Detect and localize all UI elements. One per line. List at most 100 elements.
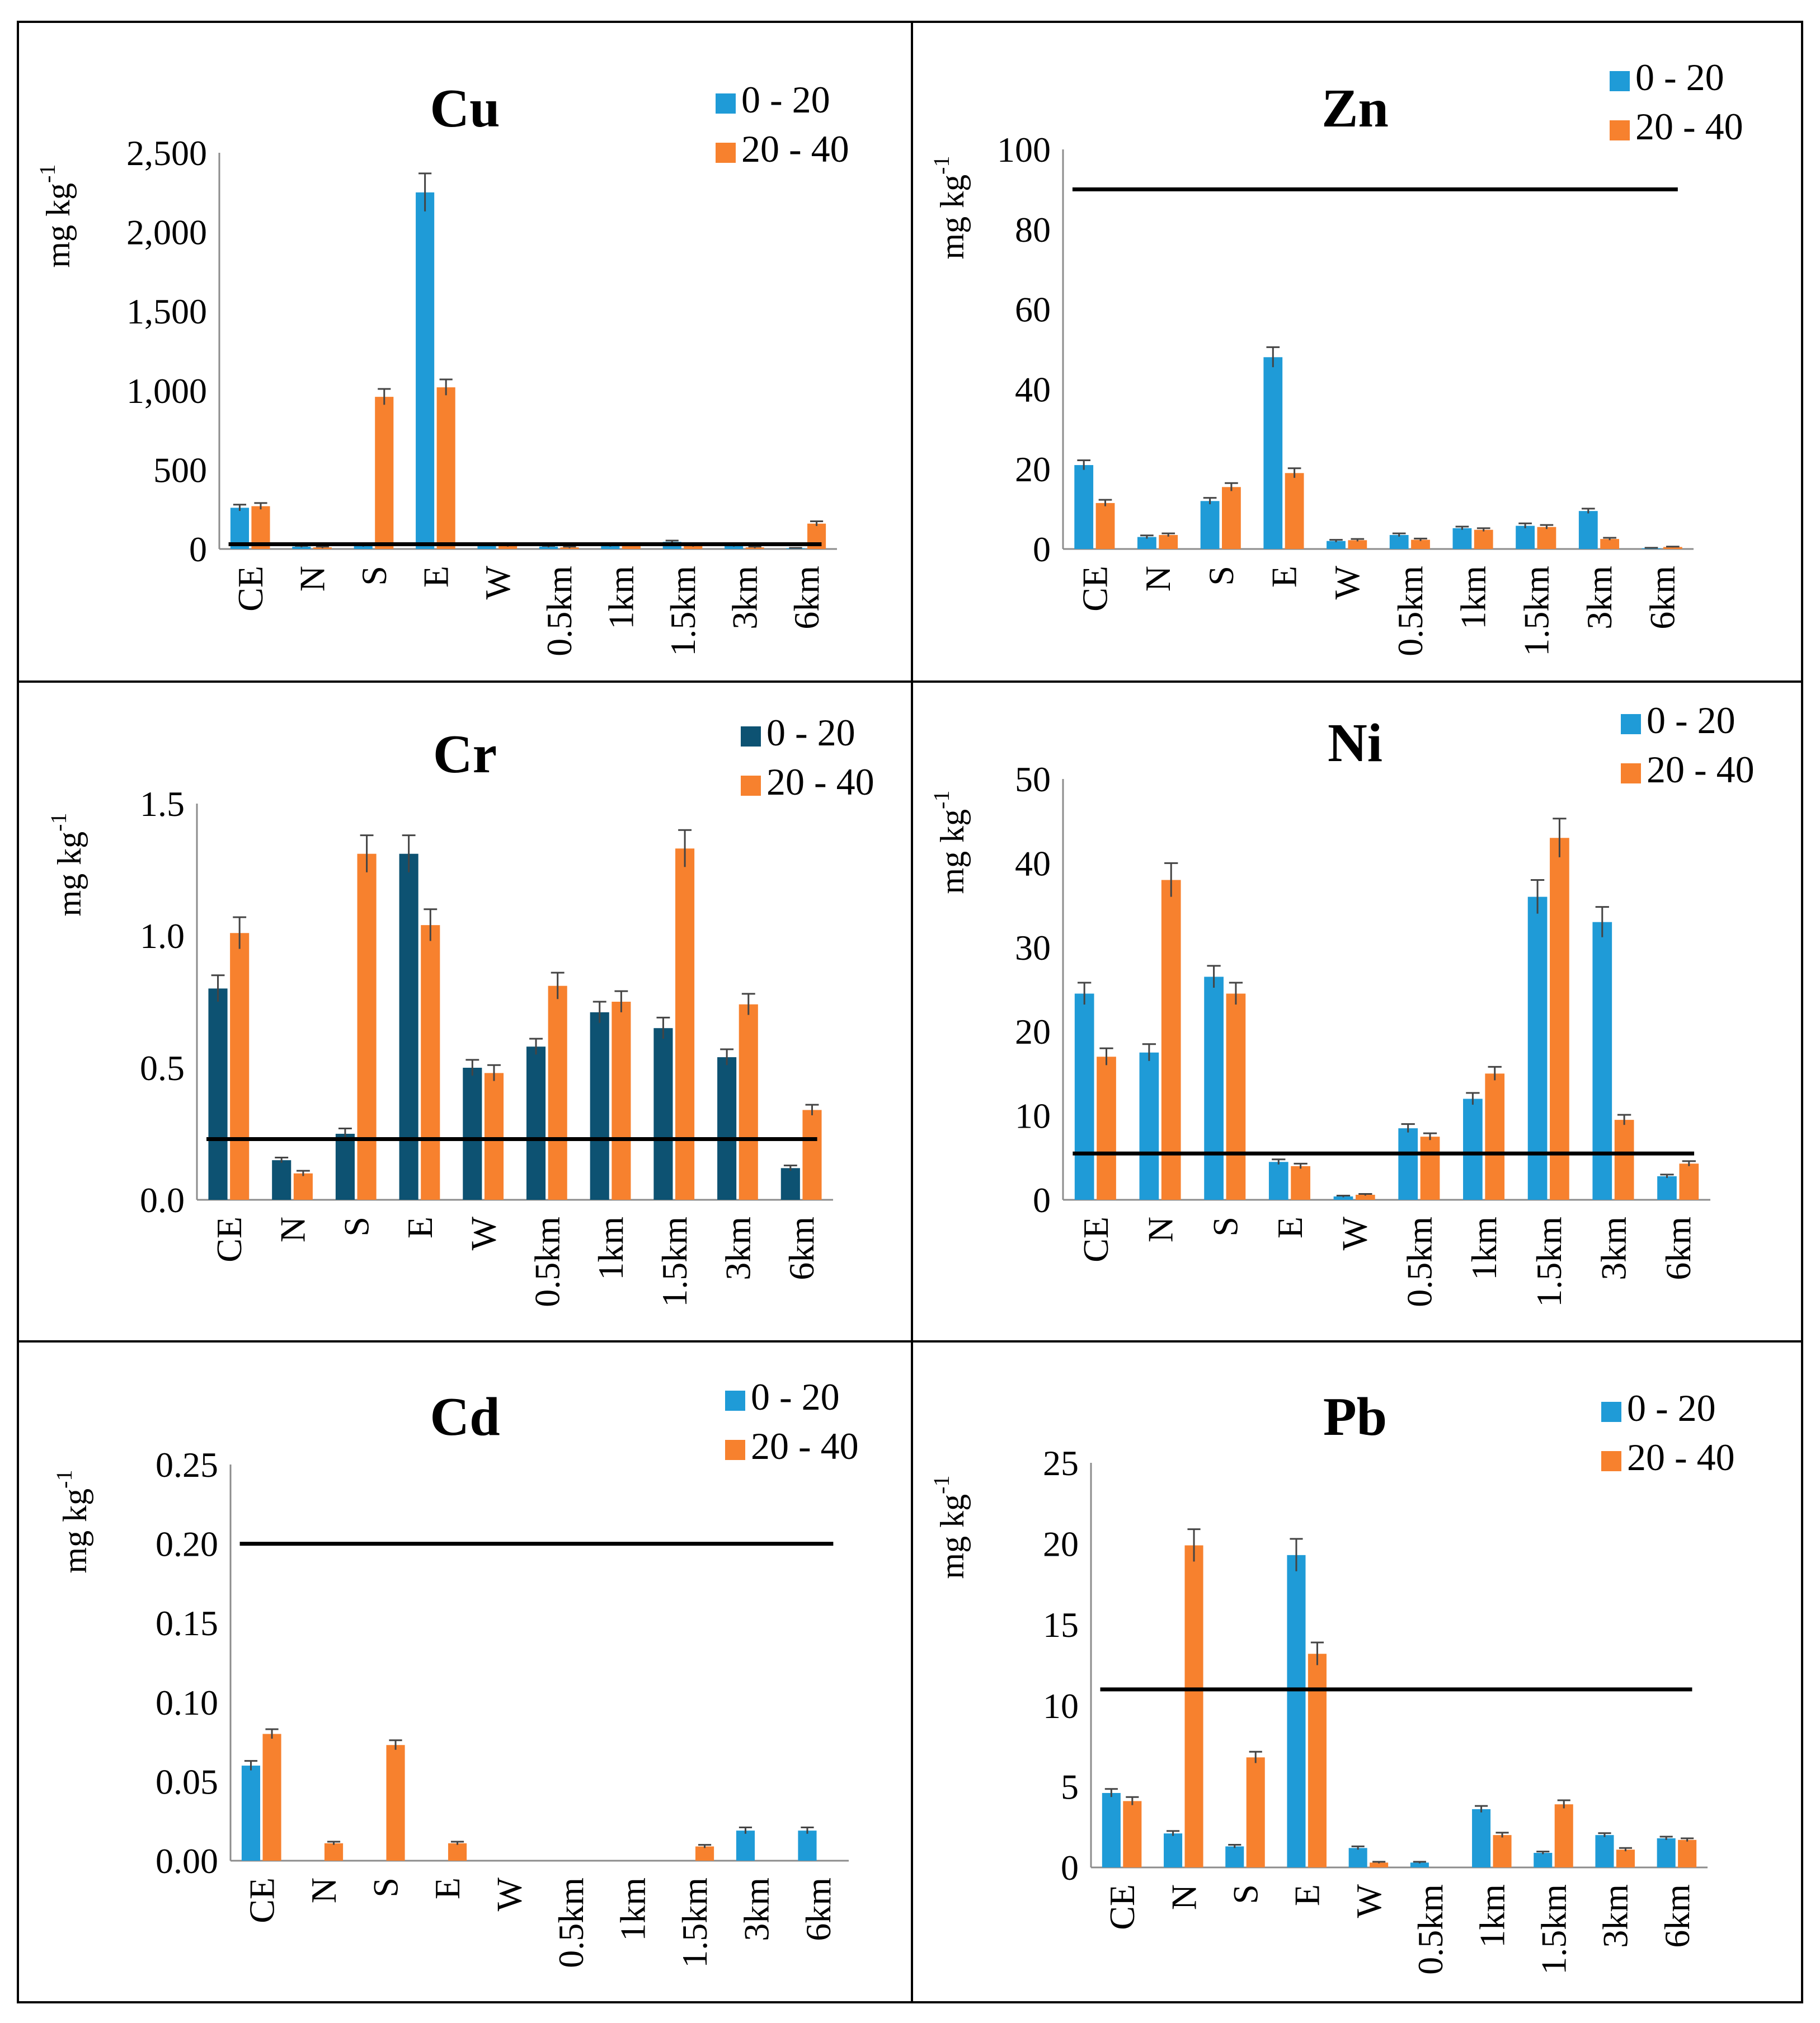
x-tick-label: 1.5km (675, 1878, 714, 1968)
bar-0-20-S (1204, 977, 1224, 1200)
bar-20-40-3km (739, 1004, 758, 1200)
y-tick-label: 10 (1043, 1686, 1079, 1726)
x-tick-label: E (400, 1217, 440, 1238)
x-tick-label: S (365, 1878, 405, 1898)
y-tick-label: 25 (1043, 1443, 1079, 1483)
x-tick-label: 1km (601, 566, 641, 630)
bar-20-40-3km (1614, 1120, 1634, 1200)
bar-0-20-0.5km (1389, 535, 1409, 549)
chart-title: Ni (1328, 713, 1382, 773)
bar-0-20-CE (1102, 1792, 1121, 1867)
y-tick-label: 100 (997, 130, 1051, 170)
bar-20-40-1km (622, 545, 641, 549)
legend-swatch (1621, 714, 1641, 734)
bar-0-20-6km (798, 1830, 817, 1861)
panel-zn: Zn mg kg-1 0 20 40 60 80 100 CE N S E W 0.5km 1km 1.5km… (911, 21, 1803, 683)
y-tick-label: 2,000 (126, 213, 207, 252)
x-tick-label: 0.5km (551, 1878, 591, 1968)
y-tick-label: 20 (1015, 449, 1051, 489)
y-tick-label: 0.0 (140, 1180, 185, 1220)
y-tick-label: 0.5 (140, 1048, 185, 1088)
y-tick-label: 1.5 (140, 784, 185, 824)
bar-20-40-E (1308, 1654, 1327, 1867)
bar-20-40-CE (1123, 1801, 1142, 1867)
legend-swatch (716, 93, 736, 114)
legend-label: 0 - 20 (766, 711, 855, 754)
y-axis-label-unit: mg kg (934, 175, 971, 260)
bar-20-40-S (357, 853, 377, 1200)
bar-0-20-E (1287, 1555, 1306, 1867)
chart-cr: Cr mg kg-1 0.0 0.5 1.0 1.5 CE N S E W 0.5km 1km 1.5km… (46, 711, 874, 1307)
x-tick-label: 1.5km (1529, 1217, 1569, 1307)
x-tick-label: CE (1075, 566, 1114, 612)
bar-0-20-W (477, 544, 496, 549)
x-tick-label: 6km (787, 566, 826, 630)
x-tick-label: W (1335, 1216, 1375, 1250)
bar-20-40-3km (1616, 1850, 1635, 1867)
legend-label: 0 - 20 (1627, 1387, 1716, 1429)
y-axis-label-unit: mg kg (51, 832, 88, 917)
legend-swatch (741, 726, 761, 747)
x-tick-label: W (489, 1877, 529, 1911)
x-tick-label: 3km (718, 1217, 758, 1280)
x-tick-label: 3km (1579, 566, 1619, 630)
x-tick-label: W (464, 1216, 504, 1250)
y-axis-label-unit: mg kg (934, 1494, 971, 1579)
bar-0-20-N (1164, 1833, 1183, 1867)
y-tick-label: 0.15 (156, 1603, 218, 1643)
bar-20-40-1km (1485, 1073, 1505, 1200)
bar-0-20-S (1200, 501, 1220, 549)
bar-0-20-1.5km (653, 1028, 673, 1200)
bar-0-20-1km (1452, 528, 1472, 549)
x-tick-label: N (273, 1217, 313, 1242)
x-tick-label: N (1138, 566, 1178, 592)
bar-20-40-1.5km (675, 848, 695, 1200)
x-tick-label: 0.5km (539, 566, 579, 656)
bar-20-40-1.5km (1537, 527, 1556, 549)
y-tick-label: 10 (1015, 1096, 1051, 1136)
legend-label: 20 - 40 (1635, 105, 1743, 148)
bar-20-40-0.5km (1420, 1137, 1440, 1200)
x-tick-label: E (1264, 566, 1304, 588)
panel-cd: Cd mg kg-1 0.00 0.05 0.10 0.15 0.20 0.25 CE N S E W 0… (17, 1340, 913, 2003)
panel-ni: Ni mg kg-1 0 10 20 30 40 50 CE N S E W 0.5km 1km 1.5km 3… (911, 680, 1803, 1343)
y-tick-label: 20 (1015, 1012, 1051, 1052)
bar-0-20-1.5km (1527, 896, 1548, 1200)
y-axis-label-superscript: -1 (51, 1470, 77, 1489)
bar-0-20-W (463, 1068, 482, 1200)
bar-0-20-6km (1657, 1838, 1676, 1867)
y-tick-label: 0 (189, 529, 207, 569)
bar-20-40-N (1184, 1545, 1203, 1867)
legend-label: 20 - 40 (1627, 1436, 1735, 1478)
legend-swatch (1601, 1402, 1621, 1422)
bar-0-20-0.5km (1410, 1862, 1429, 1867)
bar-20-40-1.5km (695, 1846, 714, 1861)
bar-0-20-CE (1074, 993, 1094, 1200)
y-axis-label: mg kg-1 (929, 156, 971, 260)
x-tick-label: E (1270, 1217, 1310, 1238)
x-tick-label: 1km (1464, 1217, 1504, 1280)
y-tick-label: 0.05 (156, 1762, 218, 1801)
x-tick-label: 3km (1596, 1884, 1635, 1948)
x-tick-label: 0.5km (1410, 1884, 1450, 1975)
bar-20-40-N (1161, 880, 1181, 1200)
x-tick-label: 1.5km (1534, 1884, 1574, 1975)
x-tick-label: W (1327, 565, 1367, 599)
y-tick-label: 0 (1033, 529, 1051, 569)
bar-20-40-1km (1474, 529, 1493, 549)
y-tick-label: 30 (1015, 928, 1051, 968)
x-tick-label: E (416, 566, 455, 588)
x-tick-label: N (1141, 1217, 1181, 1242)
bar-0-20-N (1139, 1052, 1159, 1200)
y-tick-label: 1,000 (126, 371, 207, 411)
x-tick-label: S (336, 1217, 376, 1237)
y-axis-label-unit: mg kg (934, 809, 971, 894)
y-tick-label: 15 (1043, 1605, 1079, 1645)
y-axis-label-unit: mg kg (40, 183, 77, 268)
legend-swatch (725, 1391, 745, 1411)
bar-0-20-W (1327, 541, 1346, 549)
y-tick-label: 20 (1043, 1524, 1079, 1564)
x-tick-label: S (1226, 1884, 1266, 1904)
